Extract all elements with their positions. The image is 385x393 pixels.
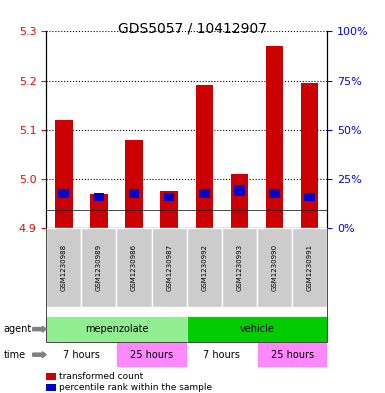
- Bar: [90, 193, 108, 228]
- Bar: [199, 189, 209, 198]
- Text: GSM1230991: GSM1230991: [307, 244, 313, 291]
- Text: GSM1230993: GSM1230993: [236, 244, 243, 291]
- Bar: [266, 46, 283, 228]
- Text: 7 hours: 7 hours: [63, 350, 100, 360]
- Bar: [161, 191, 178, 228]
- Text: time: time: [4, 350, 26, 360]
- Text: vehicle: vehicle: [239, 324, 275, 334]
- Text: GSM1230986: GSM1230986: [131, 244, 137, 291]
- Text: mepenzolate: mepenzolate: [85, 324, 148, 334]
- Text: percentile rank within the sample: percentile rank within the sample: [59, 384, 212, 392]
- Bar: [234, 185, 245, 195]
- Bar: [231, 174, 248, 228]
- Bar: [59, 189, 69, 198]
- Text: GSM1230990: GSM1230990: [271, 244, 278, 291]
- Bar: [301, 83, 318, 228]
- Text: 25 hours: 25 hours: [271, 350, 314, 360]
- Bar: [269, 189, 280, 198]
- Bar: [164, 193, 174, 201]
- Text: GSM1230988: GSM1230988: [61, 244, 67, 291]
- Text: GDS5057 / 10412907: GDS5057 / 10412907: [118, 22, 267, 36]
- Bar: [55, 120, 72, 228]
- Text: GSM1230987: GSM1230987: [166, 244, 172, 291]
- Text: 25 hours: 25 hours: [130, 350, 173, 360]
- Text: GSM1230992: GSM1230992: [201, 244, 207, 291]
- Text: 7 hours: 7 hours: [203, 350, 240, 360]
- Text: agent: agent: [4, 324, 32, 334]
- Bar: [129, 189, 139, 198]
- Bar: [196, 85, 213, 228]
- Text: transformed count: transformed count: [59, 373, 143, 381]
- Bar: [305, 193, 315, 201]
- Bar: [125, 140, 143, 228]
- Bar: [94, 193, 104, 201]
- Text: GSM1230989: GSM1230989: [96, 244, 102, 291]
